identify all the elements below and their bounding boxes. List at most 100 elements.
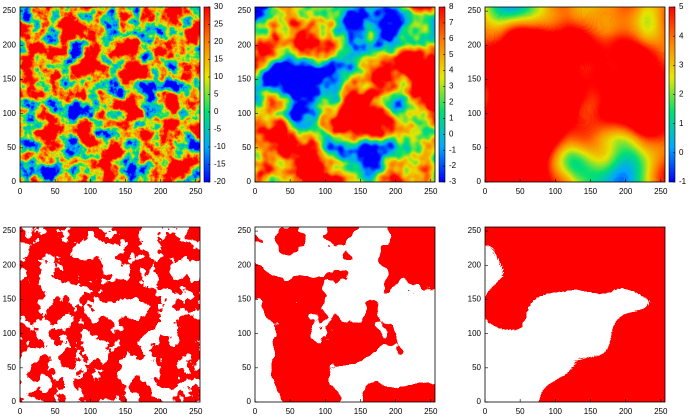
colorbar-tick-label: 0 (214, 107, 219, 116)
colorbar-tick-label: 6 (449, 34, 454, 43)
y-tick-label: 0 (477, 177, 482, 186)
y-tick-label: 250 (238, 226, 252, 235)
y-tick-label: 0 (247, 177, 252, 186)
x-tick-label: 100 (319, 407, 333, 416)
x-tick-label: 100 (319, 187, 333, 196)
field-image (20, 7, 200, 182)
y-tick-label: 200 (468, 40, 482, 49)
y-tick-label: 0 (247, 397, 252, 406)
colorbar-tick-label: 2 (449, 98, 454, 107)
x-tick-label: 150 (354, 407, 368, 416)
colorbar-tick-label: 1 (679, 119, 684, 128)
x-tick-label: 200 (154, 187, 168, 196)
x-tick-label: 100 (549, 407, 563, 416)
colorbar-tick-label: 0 (449, 129, 454, 138)
colorbar-tick-label: -1 (449, 145, 457, 154)
y-tick-label: 150 (468, 75, 482, 84)
x-tick-label: 0 (253, 187, 258, 196)
colorbar-tick-label: 5 (679, 2, 684, 11)
colorbar-tick-label: -15 (214, 160, 226, 169)
x-tick-label: 50 (516, 187, 525, 196)
x-tick-label: 0 (18, 187, 23, 196)
y-tick-label: 100 (468, 109, 482, 118)
y-tick-label: 100 (3, 109, 17, 118)
colorbar-tick-label: -3 (449, 177, 457, 186)
x-tick-label: 150 (119, 407, 133, 416)
x-tick-label: 100 (549, 187, 563, 196)
x-tick-label: 50 (286, 187, 295, 196)
y-tick-label: 50 (472, 363, 481, 372)
y-tick-label: 50 (7, 363, 16, 372)
colorbar-tick-label: 1 (449, 113, 454, 122)
colorbar-tick-label: -1 (679, 177, 687, 186)
y-tick-label: 50 (7, 143, 16, 152)
y-tick-label: 50 (472, 143, 481, 152)
y-tick-label: 100 (3, 329, 17, 338)
colorbar-tick-label: 10 (214, 72, 223, 81)
y-tick-label: 150 (238, 75, 252, 84)
x-tick-label: 0 (483, 407, 488, 416)
x-tick-label: 100 (84, 407, 98, 416)
y-tick-label: 50 (242, 143, 251, 152)
field-image (485, 7, 665, 182)
y-tick-label: 150 (468, 295, 482, 304)
field-image (255, 7, 435, 182)
y-tick-label: 250 (238, 6, 252, 15)
x-tick-label: 250 (424, 187, 438, 196)
x-tick-label: 50 (51, 187, 60, 196)
plot-frame (254, 6, 436, 183)
x-tick-label: 200 (619, 407, 633, 416)
y-tick-label: 200 (468, 260, 482, 269)
y-tick-label: 0 (12, 397, 17, 406)
x-tick-label: 0 (18, 407, 23, 416)
y-tick-label: 250 (3, 226, 17, 235)
x-tick-label: 200 (389, 187, 403, 196)
y-tick-label: 150 (3, 295, 17, 304)
colorbar-tick-label: 30 (214, 2, 223, 11)
colorbar-tick-label: 3 (679, 60, 684, 69)
plot-frame (19, 6, 201, 183)
colorbar-tick-label: 4 (679, 31, 684, 40)
mask-image (485, 227, 665, 402)
colorbar-tick-label: 25 (214, 20, 223, 29)
x-tick-label: 50 (516, 407, 525, 416)
x-tick-label: 200 (619, 187, 633, 196)
colorbar-tick-label: 15 (214, 55, 223, 64)
y-tick-label: 0 (12, 177, 17, 186)
y-tick-label: 200 (3, 40, 17, 49)
y-tick-label: 200 (238, 260, 252, 269)
y-tick-label: 250 (3, 6, 17, 15)
colorbar-tick-label: 2 (679, 90, 684, 99)
plot-frame (484, 226, 666, 403)
x-tick-label: 50 (286, 407, 295, 416)
x-tick-label: 200 (389, 407, 403, 416)
colorbar-tick-label: 5 (214, 90, 219, 99)
y-tick-label: 100 (468, 329, 482, 338)
colorbar-tick-label: -10 (214, 142, 226, 151)
plot-frame (254, 226, 436, 403)
x-tick-label: 100 (84, 187, 98, 196)
colorbar-tick-label: 3 (449, 82, 454, 91)
y-tick-label: 200 (3, 260, 17, 269)
mask-image (20, 227, 200, 402)
y-tick-label: 250 (468, 6, 482, 15)
x-tick-label: 150 (584, 187, 598, 196)
x-tick-label: 200 (154, 407, 168, 416)
colorbar-tick-label: 0 (679, 148, 684, 157)
x-tick-label: 250 (654, 187, 668, 196)
colorbar-tick-label: -20 (214, 177, 226, 186)
x-tick-label: 250 (189, 407, 203, 416)
x-tick-label: 250 (189, 187, 203, 196)
colorbar-tick-label: 7 (449, 18, 454, 27)
colorbar-tick-label: 8 (449, 2, 454, 11)
colorbar-tick-label: 20 (214, 37, 223, 46)
colorbar-tick-label: -5 (214, 125, 222, 134)
colorbar-tick-label: -2 (449, 161, 457, 170)
x-tick-label: 250 (654, 407, 668, 416)
y-tick-label: 100 (238, 329, 252, 338)
x-tick-label: 150 (584, 407, 598, 416)
y-tick-label: 50 (242, 363, 251, 372)
y-tick-label: 250 (468, 226, 482, 235)
x-tick-label: 250 (424, 407, 438, 416)
